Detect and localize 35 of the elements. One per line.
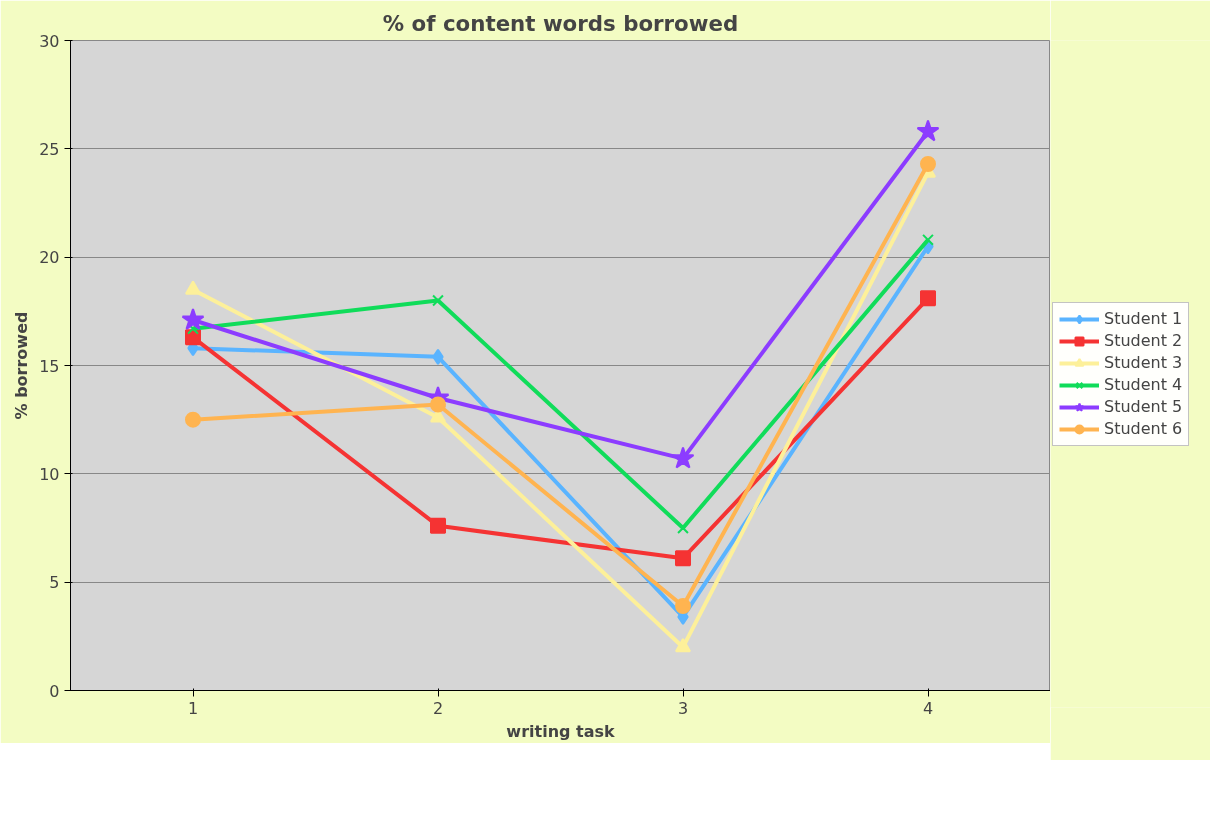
chart-title: % of content words borrowed <box>382 10 739 36</box>
point <box>432 294 444 307</box>
point <box>920 156 936 172</box>
legend-label: Student 3 <box>1104 353 1183 372</box>
y-tick-label: 20 <box>39 248 60 268</box>
y-tick-label: 5 <box>49 573 60 593</box>
legend-label: Student 1 <box>1104 309 1183 328</box>
point <box>675 598 691 614</box>
legend-label: Student 6 <box>1104 419 1183 438</box>
x-tick-label: 4 <box>922 698 934 718</box>
point <box>181 308 205 330</box>
point <box>185 411 201 428</box>
point <box>185 280 201 295</box>
point <box>675 638 691 653</box>
y-tick-label: 30 <box>39 31 60 51</box>
y-tick-label: 10 <box>39 464 60 484</box>
x-tick-label: 1 <box>187 698 199 718</box>
y-tick-label: 0 <box>49 681 60 701</box>
x-tick-label: 2 <box>432 698 444 718</box>
point <box>430 396 446 413</box>
legend-label: Student 5 <box>1104 397 1183 416</box>
point <box>922 233 934 246</box>
legend-label: Student 2 <box>1104 331 1183 350</box>
point <box>430 517 446 534</box>
y-tick-label: 25 <box>39 139 60 159</box>
y-axis-title: % borrowed <box>12 311 32 420</box>
point <box>671 446 695 469</box>
y-tick-label: 15 <box>39 356 60 376</box>
point <box>675 550 691 567</box>
point <box>432 348 444 365</box>
point <box>920 290 936 307</box>
legend-label: Student 4 <box>1104 375 1183 394</box>
x-tick-label: 3 <box>677 698 689 718</box>
x-axis-title: writing task <box>506 721 616 741</box>
point <box>916 119 940 142</box>
